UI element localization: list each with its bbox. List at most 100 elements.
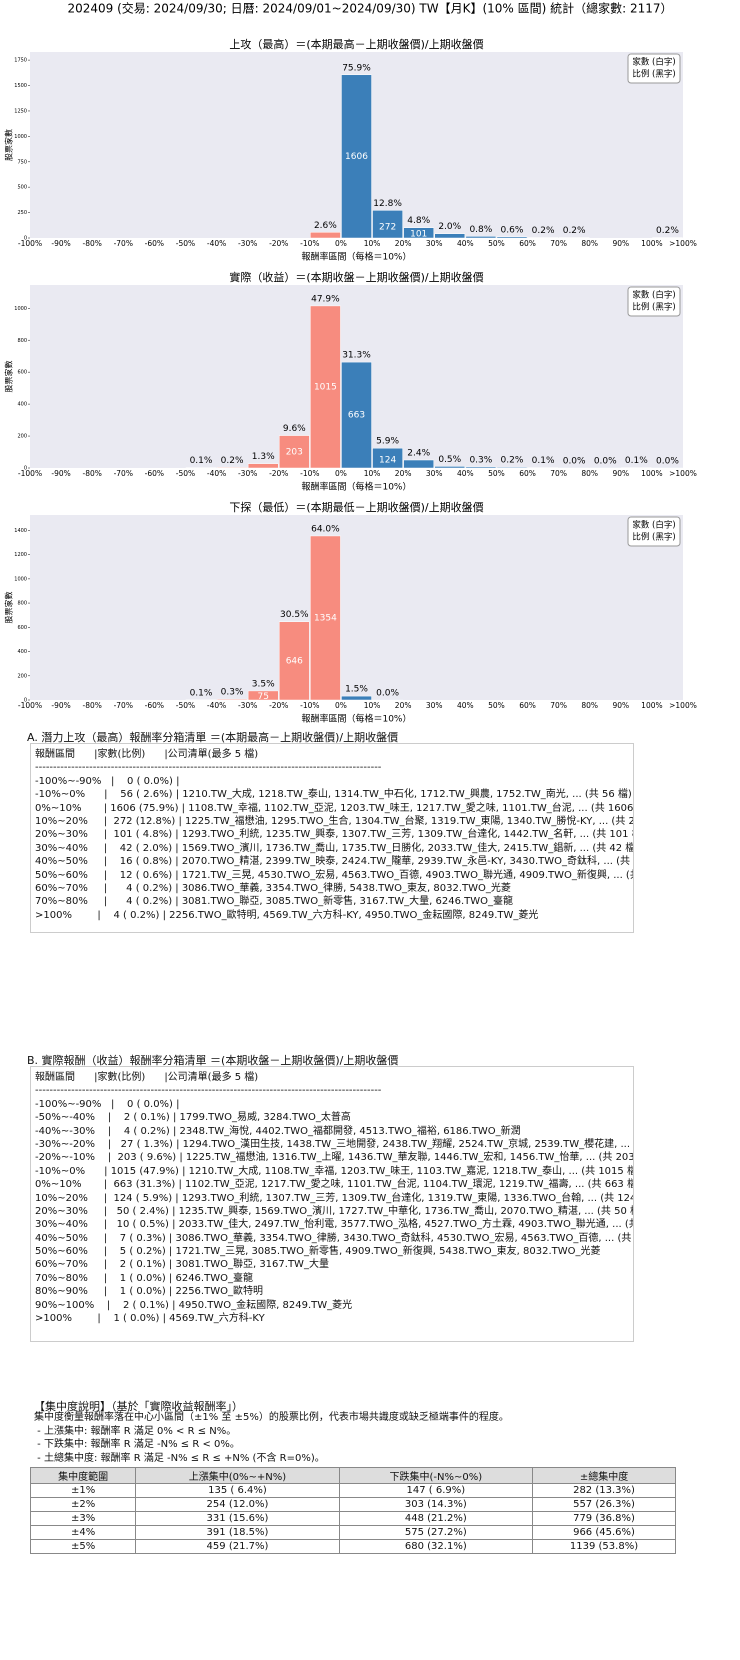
x-tick-label: -20% xyxy=(269,469,288,478)
separator: ----------------------------------------… xyxy=(35,1085,382,1097)
list-row: -20%~-10% | 203 ( 9.6%) | 1225.TW_福懋油, 1… xyxy=(35,1152,634,1164)
bar-percent-label: 0.6% xyxy=(501,225,524,235)
list-row: -100%~-90% | 0 ( 0.0%) | xyxy=(35,1098,180,1110)
description-line: 集中度衡量報酬率落在中心小區間（±1% 至 ±5%）的股票比例，代表市場共識度或… xyxy=(34,1412,509,1423)
plot-area xyxy=(30,515,683,700)
bar xyxy=(279,435,310,469)
list-row: -50%~-40% | 2 ( 0.1%) | 1799.TWO_易威, 328… xyxy=(35,1112,351,1124)
y-tick-label: 0 xyxy=(24,236,27,242)
bar-count-label: 203 xyxy=(286,447,303,457)
bar xyxy=(434,466,466,469)
table-row: ±5% 459 (21.7%) 680 (32.1%) 1139 (53.8%) xyxy=(29,1539,676,1554)
x-tick-label: -70% xyxy=(114,469,133,478)
y-tick-label: 1750 xyxy=(14,58,27,64)
list-row: >100% | 4 ( 0.2%) | 2256.TWO_歐特明, 4569.T… xyxy=(35,909,539,921)
x-tick-label: 40% xyxy=(457,701,474,710)
bar xyxy=(310,232,341,239)
list-row: >100% | 1 ( 0.0%) | 4569.TW_六方科-KY xyxy=(35,1313,265,1325)
y-axis-label: 股票家數 xyxy=(4,361,14,393)
y-tick-label: 250 xyxy=(17,210,27,216)
x-tick-label: -10% xyxy=(300,239,319,248)
x-tick-label: 40% xyxy=(457,239,474,248)
bar-percent-label: 0.0% xyxy=(656,456,679,466)
x-tick-label: -10% xyxy=(300,469,319,478)
bar xyxy=(372,210,403,239)
legend-box xyxy=(627,286,681,317)
x-tick-label: -100% xyxy=(18,701,42,710)
bar xyxy=(310,305,341,469)
y-tick-label: 1400 xyxy=(14,528,27,534)
page-header: 202409 (交易: 2024/09/30; 日曆: 2024/09/01~2… xyxy=(67,1,672,16)
table-cell: 331 (15.6%) xyxy=(135,1511,340,1526)
legend-entry: 比例 (黑字) xyxy=(632,532,675,543)
y-tick-label: 1200 xyxy=(14,552,27,558)
x-tick-label: 0% xyxy=(335,239,347,248)
bar-count-label: 1015 xyxy=(314,382,337,392)
table-cell: 680 (32.1%) xyxy=(338,1539,534,1554)
y-tick-label: 800 xyxy=(17,338,27,344)
concentration-table: 集中度範圍 上漲集中(0%~+N%) 下跌集中(-N%~0%) ±總集中度 ±1% 135… xyxy=(29,1467,676,1554)
x-tick-label: -30% xyxy=(238,239,257,248)
x-tick-label: 100% xyxy=(641,701,662,710)
bar-count-label: 1606 xyxy=(345,152,368,162)
table-row: ±2% 254 (12.0%) 303 (14.3%) 557 (26.3%) xyxy=(29,1497,676,1512)
y-tick-label: 0 xyxy=(24,698,27,704)
bar-percent-label: 1.5% xyxy=(345,685,368,695)
legend-entry: 家數 (白字) xyxy=(632,57,675,68)
bar-count-label: 101 xyxy=(410,229,427,239)
bar-percent-label: 0.3% xyxy=(221,688,244,698)
y-tick-label: 200 xyxy=(17,673,27,679)
table-cell: 448 (21.2%) xyxy=(338,1511,534,1526)
bar-percent-label: 0.0% xyxy=(376,688,399,698)
bar xyxy=(247,690,279,701)
x-tick-label: -80% xyxy=(82,701,101,710)
bar-percent-label: 12.8% xyxy=(373,199,402,209)
x-tick-label: -40% xyxy=(207,469,226,478)
table-row: ±1% 135 ( 6.4%) 147 ( 6.9%) 282 (13.3%) xyxy=(29,1483,676,1498)
table-cell: 1139 (53.8%) xyxy=(532,1539,676,1554)
x-tick-label: 50% xyxy=(488,701,505,710)
list-row: 60%~70% | 4 ( 0.2%) | 3086.TWO_華義, 3354.… xyxy=(35,882,511,894)
list-row: 30%~40% | 10 ( 0.5%) | 2033.TW_佳大, 2497.… xyxy=(35,1219,634,1231)
y-tick-label: 200 xyxy=(17,434,27,440)
bar-percent-label: 0.1% xyxy=(190,456,213,466)
list-row: -10%~0% | 1015 (47.9%) | 1210.TW_大成, 110… xyxy=(35,1165,634,1177)
table-cell: 303 (14.3%) xyxy=(338,1497,534,1512)
bar-percent-label: 0.2% xyxy=(501,456,524,466)
x-tick-label: -50% xyxy=(176,239,195,248)
bar xyxy=(403,227,434,239)
bar-count-label: 1354 xyxy=(314,613,337,623)
description-line: - 下跌集中: 報酬率 R 滿足 -N% ≤ R < 0%。 xyxy=(34,1439,240,1450)
bar xyxy=(465,466,497,469)
x-tick-label: 90% xyxy=(612,239,629,248)
table-cell: 575 (27.2%) xyxy=(338,1525,534,1540)
x-tick-label: -100% xyxy=(18,469,42,478)
section-title: 【集中度說明】（基於「實際收益報酬率」） xyxy=(34,1400,243,1413)
bar-percent-label: 9.6% xyxy=(283,424,306,434)
bar-percent-label: 47.9% xyxy=(311,294,340,304)
x-tick-label: 70% xyxy=(550,701,567,710)
list-row: 0%~10% | 1606 (75.9%) | 1108.TW_幸福, 1102… xyxy=(35,802,634,814)
list-row: 40%~50% | 7 ( 0.3%) | 3086.TWO_華義, 3354.… xyxy=(35,1232,634,1244)
table-cell: ±3% xyxy=(29,1511,137,1526)
bar xyxy=(279,621,310,701)
y-tick-label: 0 xyxy=(24,466,27,472)
list-row: 20%~30% | 101 ( 4.8%) | 1293.TWO_利統, 123… xyxy=(35,829,634,841)
table-cell: 135 ( 6.4%) xyxy=(135,1483,340,1498)
x-tick-label: -90% xyxy=(51,701,70,710)
legend-entry: 比例 (黑字) xyxy=(632,302,675,313)
x-tick-label: -30% xyxy=(238,701,257,710)
x-tick-label: 90% xyxy=(612,469,629,478)
bar-percent-label: 1.3% xyxy=(252,452,275,462)
x-tick-label: 10% xyxy=(364,701,381,710)
x-tick-label: 70% xyxy=(550,469,567,478)
legend-entry: 家數 (白字) xyxy=(632,290,675,301)
list-row: 20%~30% | 50 ( 2.4%) | 1235.TW_興泰, 1569.… xyxy=(35,1205,634,1217)
x-tick-label: 50% xyxy=(488,469,505,478)
bar-percent-label: 0.2% xyxy=(563,226,586,236)
x-tick-label: -60% xyxy=(145,701,164,710)
x-tick-label: 80% xyxy=(581,469,598,478)
list-row: 90%~100% | 2 ( 0.1%) | 4950.TWO_金耘國際, 82… xyxy=(35,1299,353,1311)
bar xyxy=(341,361,372,469)
